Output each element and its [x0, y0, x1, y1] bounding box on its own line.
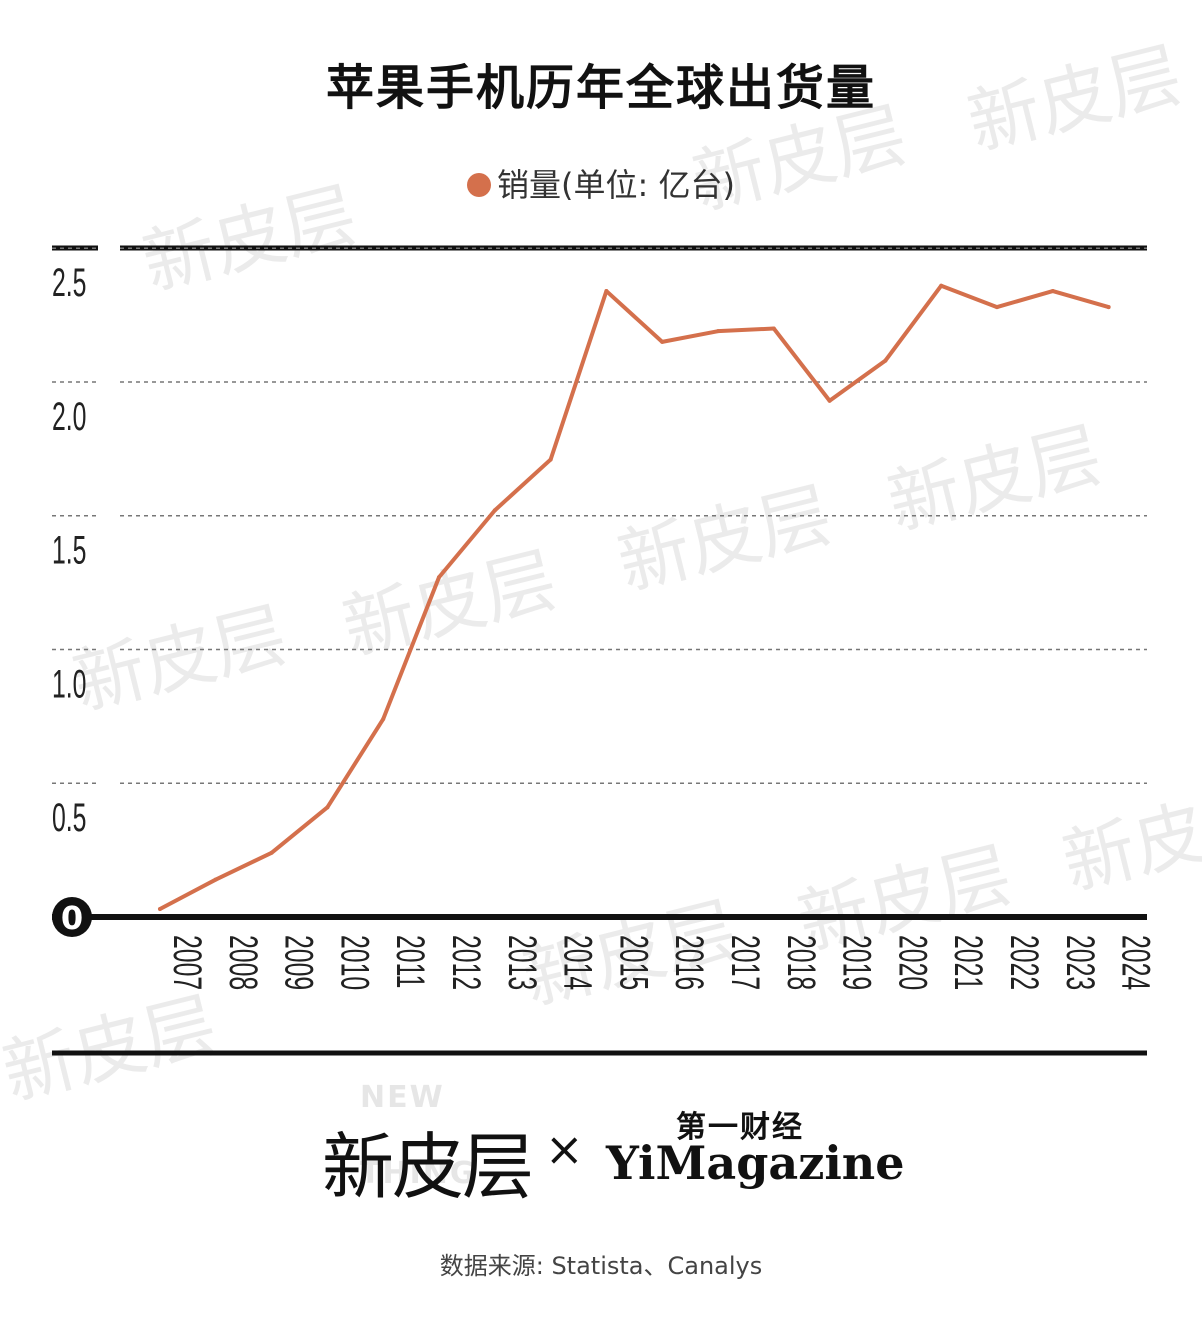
data-point — [883, 358, 888, 363]
y-tick-label: 2.5 — [52, 261, 86, 305]
legend-swatch — [467, 173, 492, 197]
data-point — [716, 329, 720, 334]
y-tick-label: 2.0 — [52, 395, 86, 439]
y-tick-label: 1.5 — [52, 529, 86, 573]
x-tick-label: 2008 — [220, 935, 264, 990]
x-tick-label: 2011 — [388, 935, 432, 988]
data-point — [827, 398, 832, 403]
x-tick-label: 2017 — [722, 935, 766, 990]
x-tick-label: 2009 — [276, 935, 320, 990]
data-point — [437, 575, 441, 580]
collab-separator: × — [545, 1122, 584, 1176]
logo-ghost-text: NEW THING — [360, 1080, 477, 1191]
legend: 销量(单位: 亿台) — [0, 160, 1202, 206]
x-tick-label: 2014 — [555, 935, 599, 990]
data-point — [771, 326, 776, 331]
legend-label: 销量(单位: 亿台) — [497, 166, 735, 204]
xinpiceng-logo: 新皮层 — [322, 1125, 534, 1209]
data-point — [492, 508, 497, 513]
x-tick-label: 2012 — [443, 935, 487, 990]
data-point — [1106, 305, 1111, 310]
x-tick-label: 2022 — [1001, 935, 1045, 990]
x-tick-label: 2021 — [946, 935, 990, 990]
data-point — [939, 283, 944, 288]
data-point — [660, 339, 665, 344]
data-point — [325, 805, 330, 810]
series-line — [158, 283, 1111, 911]
x-tick-label: 2018 — [778, 935, 822, 990]
data-point — [1050, 289, 1055, 294]
data-point — [995, 305, 999, 310]
line-chart: 0.5 1.0 1.5 2.0 2.5 0 2007 2008 2009 2010 2011 2012… — [52, 245, 1157, 1056]
x-tick-label: 2023 — [1057, 935, 1101, 990]
y-tick-label: 0.5 — [52, 796, 86, 840]
zero-marker — [52, 897, 92, 937]
y-tick-label-zero: 0 — [61, 899, 83, 937]
data-point — [213, 877, 218, 882]
x-tick-label: 2020 — [890, 935, 934, 990]
x-tick-label: 2007 — [164, 935, 208, 990]
data-point — [158, 906, 162, 911]
x-tick-label: 2013 — [499, 935, 543, 990]
x-tick-label: 2019 — [834, 935, 878, 990]
data-point — [548, 457, 553, 462]
data-point — [269, 850, 274, 855]
x-tick-label: 2016 — [667, 935, 711, 990]
yimagazine-logo-cn: 第一财经 — [676, 1110, 804, 1145]
footer-logos: NEW THING 新皮层 × 第一财经 YiMagazine — [0, 1080, 1202, 1210]
x-tick-label: 2024 — [1113, 935, 1157, 990]
data-point — [604, 289, 609, 294]
x-tick-label: 2010 — [332, 935, 376, 990]
chart-title: 苹果手机历年全球出货量 — [325, 60, 876, 116]
x-tick-label: 2015 — [611, 935, 655, 990]
y-tick-label: 1.0 — [52, 663, 86, 707]
data-source: 数据来源: Statista、Canalys — [439, 1252, 763, 1280]
yimagazine-logo-en: YiMagazine — [606, 1136, 905, 1190]
data-point — [381, 717, 386, 722]
